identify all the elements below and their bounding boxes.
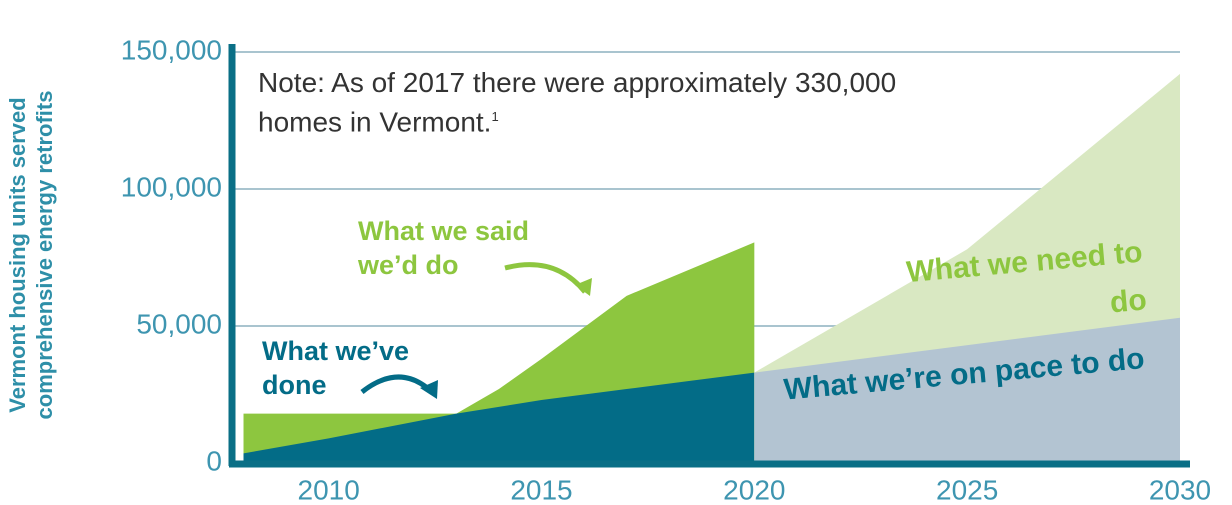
y-axis-label: Vermont housing units served comprehensi… — [5, 90, 57, 420]
area-label: What we said we’d do — [358, 216, 530, 280]
arrow-head — [575, 278, 592, 296]
y-tick-label: 100,000 — [121, 171, 222, 202]
y-tick-label: 50,000 — [136, 308, 222, 339]
area-label: What we’ve done — [262, 336, 410, 400]
area — [754, 317, 1180, 463]
x-tick-label: 2030 — [1149, 474, 1211, 505]
arrow-head — [420, 380, 438, 399]
note: Note: As of 2017 there were approximatel… — [258, 66, 918, 139]
x-tick-label: 2015 — [510, 474, 572, 505]
y-tick-label: 150,000 — [121, 34, 222, 65]
x-tick-label: 2025 — [936, 474, 998, 505]
note-ref: 1 — [491, 109, 499, 124]
area — [243, 372, 755, 463]
x-tick-label: 2010 — [298, 474, 360, 505]
x-tick-label: 2020 — [723, 474, 785, 505]
note-text: Note: As of 2017 there were approximatel… — [258, 67, 897, 138]
y-tick-label: 0 — [206, 445, 222, 476]
